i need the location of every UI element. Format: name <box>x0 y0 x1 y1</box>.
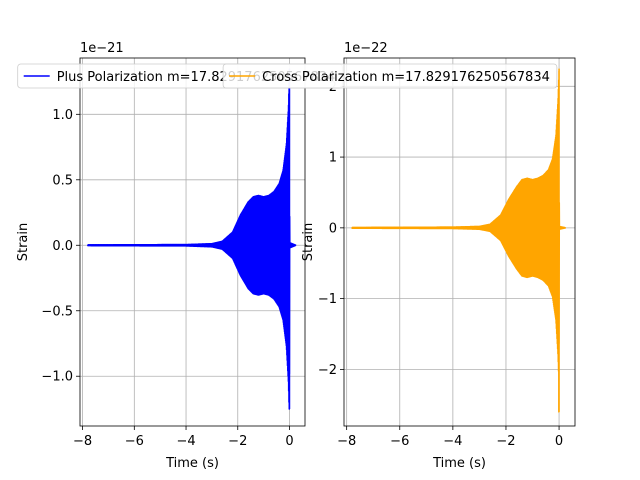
plus-y-tick-label: 0.0 <box>52 239 73 254</box>
cross-x-tick-label: 0 <box>555 434 563 449</box>
plus-axes-border <box>79 57 306 427</box>
cross-y-tick-label: 1 <box>329 151 337 166</box>
cross-x-axis-label: Time (s) <box>432 456 486 471</box>
cross-x-tick-label: −4 <box>443 434 462 449</box>
cross-axes-border <box>343 57 576 427</box>
cross-y-tick-label: −1 <box>318 292 337 307</box>
cross-y-axis-label: Strain <box>301 223 316 262</box>
plus-y-tick-label: 1.0 <box>52 108 73 123</box>
cross-polarization-subplot: −8−6−4−20−2−1012 Time (s) Strain 1e−22 <box>301 41 576 471</box>
plus-x-tick-label: −4 <box>176 434 195 449</box>
plus-y-offset-label: 1e−21 <box>80 41 124 56</box>
plus-y-tick-label: 0.5 <box>52 173 73 188</box>
plus-polarization-series-line <box>87 68 297 410</box>
plus-polarization-subplot: −8 −6 −4 −2 0 −1.0 −0.5 0.0 0.5 1.0 Time (s) Stra… <box>16 41 306 471</box>
plus-x-tick-label: −6 <box>125 434 144 449</box>
cross-y-offset-label: 1e−22 <box>344 41 388 56</box>
cross-legend: Cross Polarization m=17.829176250567834 <box>222 63 558 89</box>
cross-polarization-series-line <box>351 68 567 413</box>
cross-series-group <box>351 68 567 413</box>
plus-ticks: −8 −6 −4 −2 0 −1.0 −0.5 0.0 0.5 1.0 <box>41 108 293 449</box>
cross-axes-frame <box>343 57 576 427</box>
cross-x-tick-label: −2 <box>496 434 515 449</box>
cross-x-tick-label: −8 <box>337 434 356 449</box>
plus-x-tick-label: 0 <box>285 434 293 449</box>
plus-y-tick-label: −0.5 <box>41 304 73 319</box>
plus-x-tick-label: −2 <box>228 434 247 449</box>
cross-x-tick-label: −6 <box>390 434 409 449</box>
plus-x-tick-label: −8 <box>73 434 92 449</box>
plus-y-axis-label: Strain <box>16 223 31 262</box>
plus-x-axis-label: Time (s) <box>165 456 219 471</box>
cross-y-tick-label: 0 <box>329 221 337 236</box>
plus-series-group <box>87 68 297 410</box>
plus-axes-frame <box>79 57 306 427</box>
cross-y-tick-label: −2 <box>318 363 337 378</box>
cross-legend-box <box>222 63 558 89</box>
plus-y-tick-label: −1.0 <box>41 370 73 385</box>
cross-legend-label: Cross Polarization m=17.829176250567834 <box>262 70 550 85</box>
